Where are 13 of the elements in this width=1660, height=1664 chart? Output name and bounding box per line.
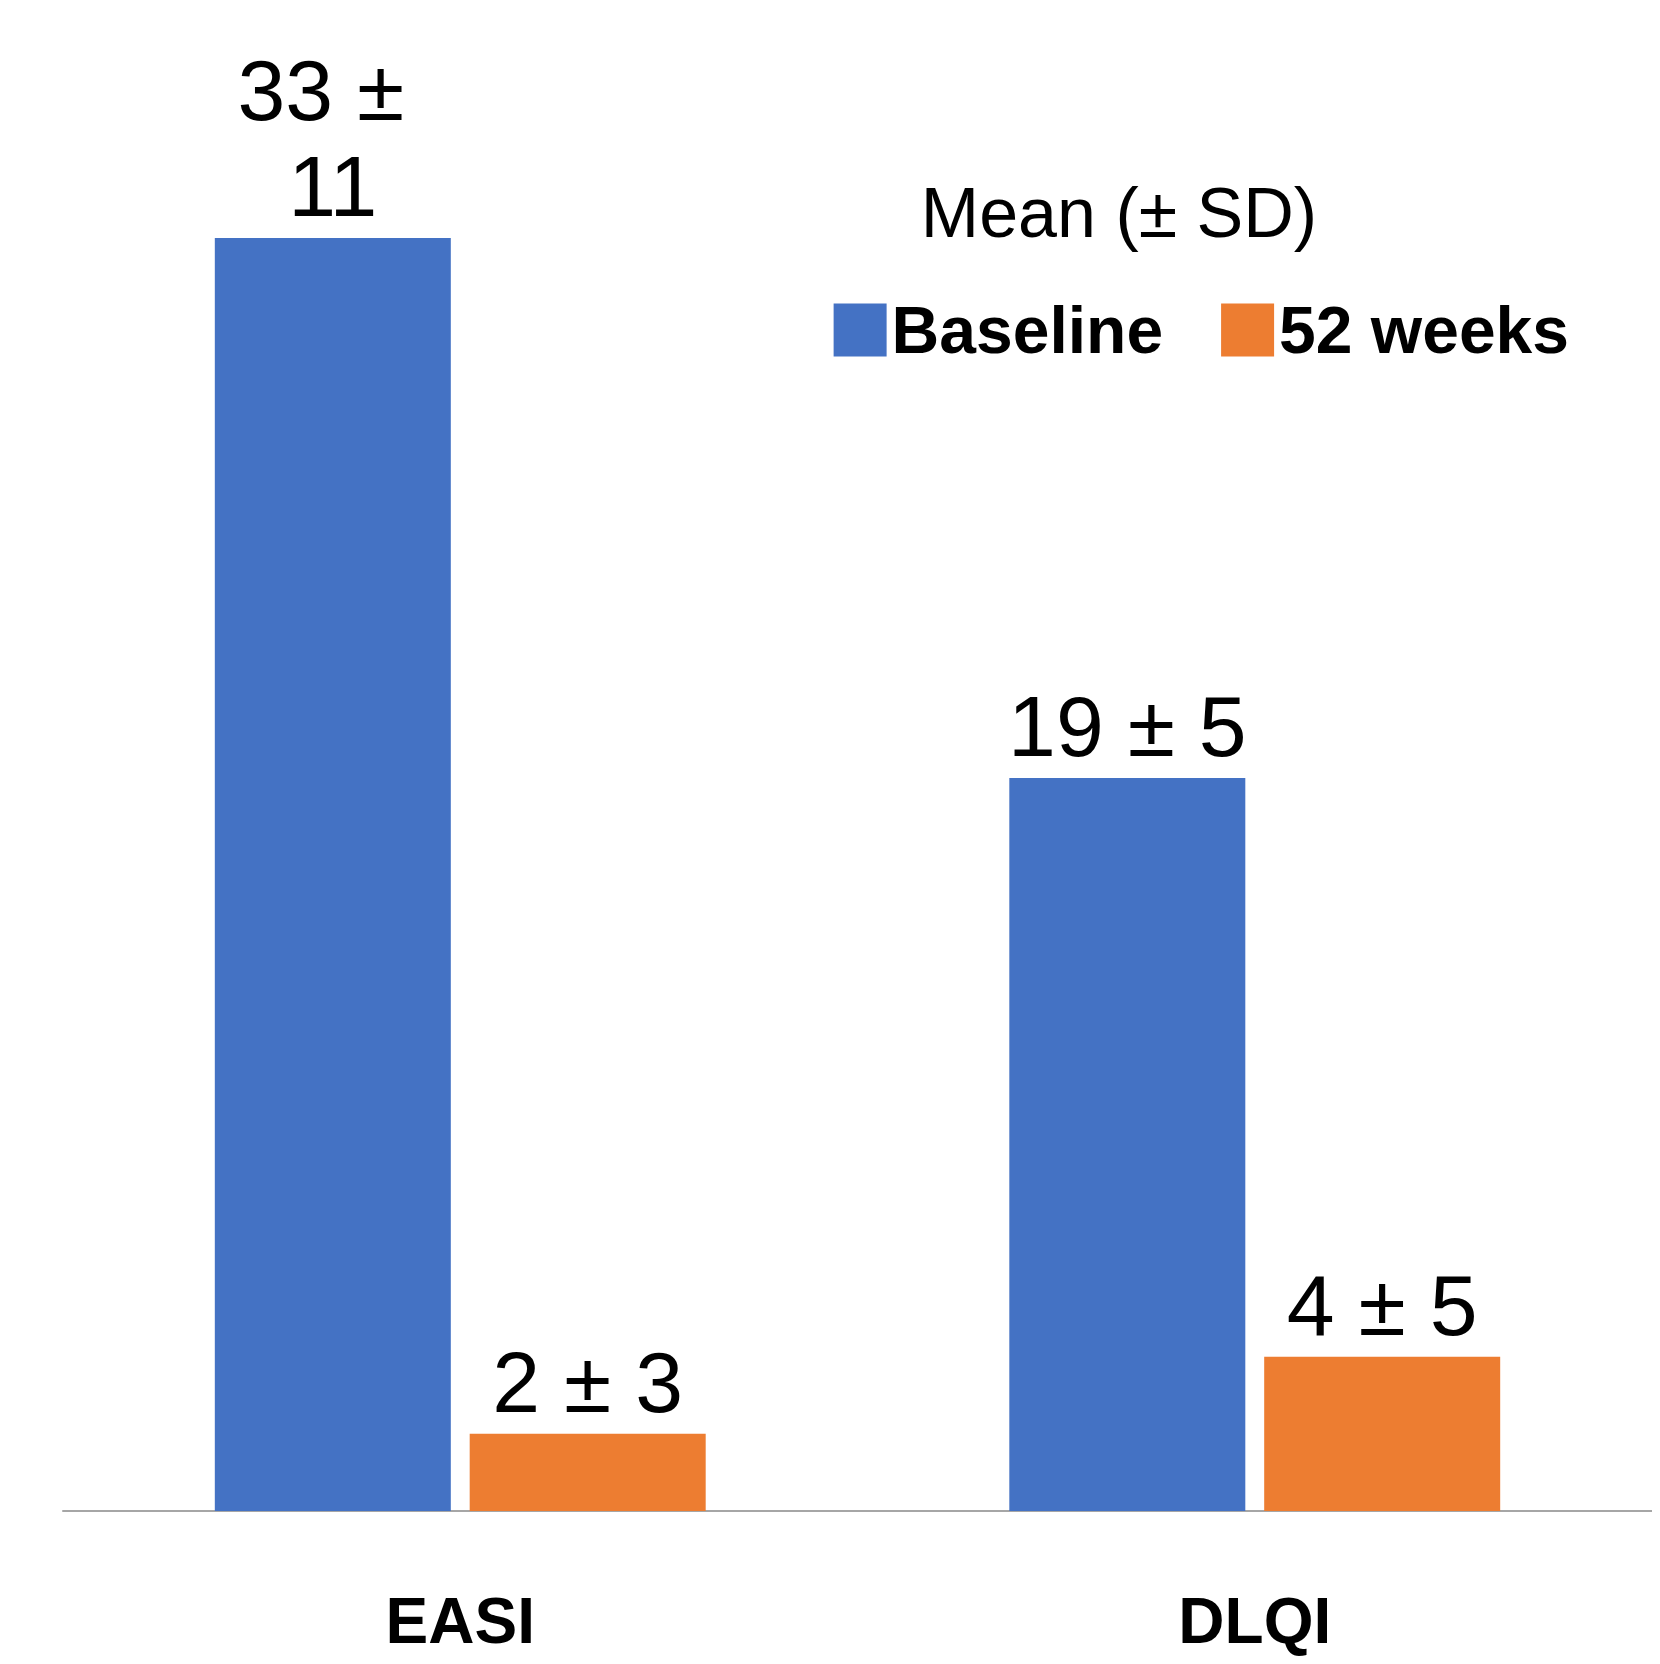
- data-label: 4 ± 5: [1286, 1256, 1478, 1353]
- bar: [1009, 778, 1246, 1511]
- data-label: 2 ± 3: [492, 1333, 684, 1430]
- bar: [1264, 1356, 1501, 1511]
- x-tick-label: EASI: [385, 1585, 535, 1657]
- data-label: 33 ± 11: [237, 42, 429, 234]
- x-tick-label: DLQI: [1178, 1585, 1332, 1657]
- data-label: 19 ± 5: [1008, 678, 1247, 775]
- bar: [214, 238, 451, 1511]
- legend-label: 52 weeks: [1279, 293, 1570, 367]
- legend-label: Baseline: [891, 293, 1164, 367]
- legend-title: Mean (± SD): [920, 174, 1318, 252]
- bar: [469, 1433, 706, 1511]
